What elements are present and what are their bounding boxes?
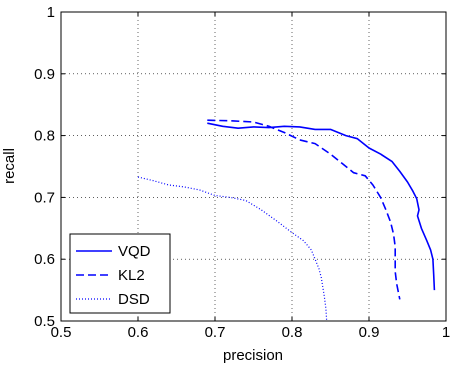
y-axis-label: recall [1, 148, 18, 184]
y-tick-label-2: 0.7 [34, 189, 55, 206]
axis-ticks: 0.5 0.6 0.7 0.8 0.9 1 0.5 0.6 0.7 0.8 0.9 1 [34, 4, 450, 341]
x-axis-label: precision [223, 347, 283, 364]
legend-label-dsd: DSD [118, 291, 150, 308]
legend: VQD KL2 DSD [69, 233, 171, 314]
y-tick-label-3: 0.8 [34, 128, 55, 145]
x-tick-label-4: 0.9 [359, 324, 380, 341]
y-tick-label-5: 1 [47, 4, 55, 21]
y-tick-label-4: 0.9 [34, 66, 55, 83]
legend-label-vqd: VQD [118, 243, 151, 260]
series-line-kl2 [207, 119, 401, 300]
x-tick-label-3: 0.8 [282, 324, 303, 341]
plot-frame [60, 11, 447, 322]
x-tick-label-0: 0.5 [51, 324, 72, 341]
legend-label-kl2: KL2 [118, 267, 145, 284]
y-tick-label-0: 0.5 [34, 313, 55, 330]
x-tick-label-5: 1 [442, 324, 450, 341]
y-tick-label-1: 0.6 [34, 251, 55, 268]
series-group [137, 119, 436, 320]
x-tick-label-2: 0.7 [205, 324, 226, 341]
x-tick-label-1: 0.6 [128, 324, 149, 341]
legend-box [69, 233, 171, 314]
